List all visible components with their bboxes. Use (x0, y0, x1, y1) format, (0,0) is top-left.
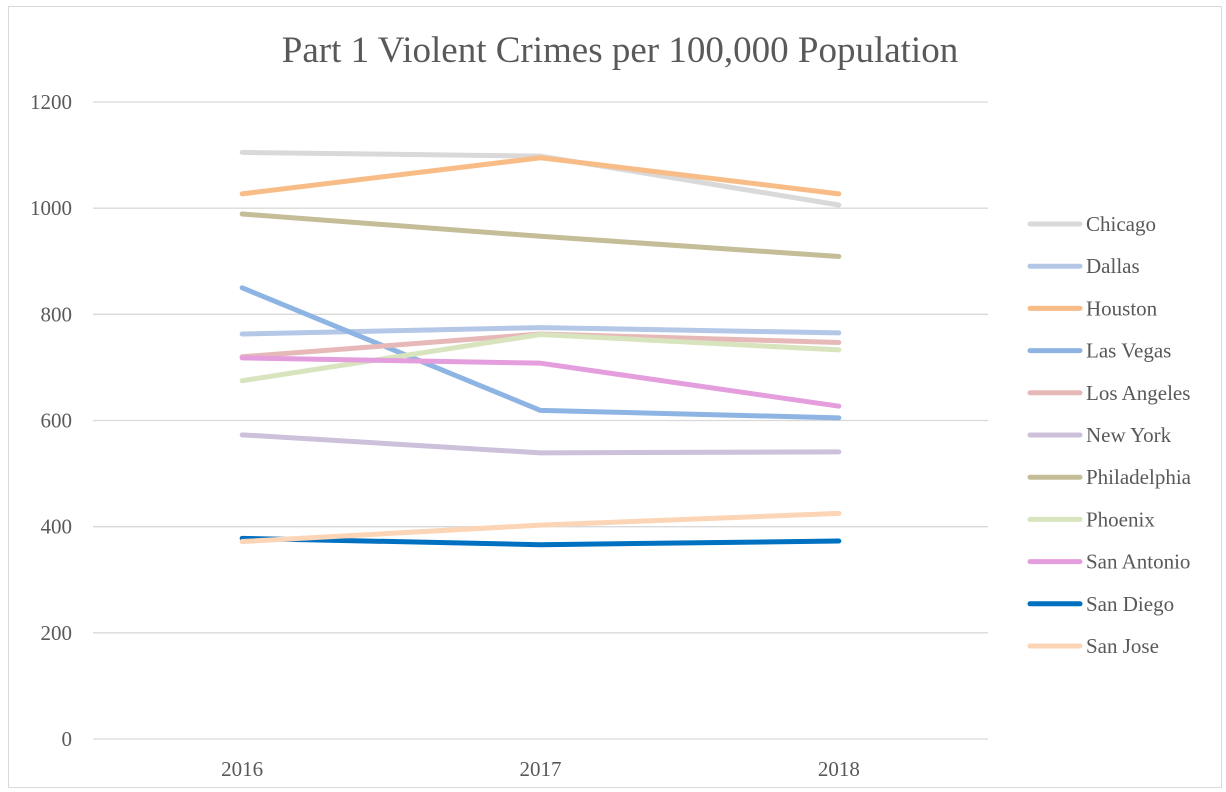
series-dallas (239, 325, 842, 337)
series-line (239, 535, 842, 548)
series-line (239, 149, 842, 208)
y-tick-label: 400 (41, 515, 73, 539)
legend-item: Las Vegas (1027, 339, 1171, 363)
legend-label: San Jose (1086, 634, 1159, 658)
series-san-diego (239, 535, 842, 548)
legend-item: San Antonio (1027, 550, 1190, 574)
series-line (239, 211, 842, 259)
legend-item: Dallas (1027, 254, 1140, 278)
series-philadelphia (239, 211, 842, 259)
legend-item: San Jose (1027, 634, 1159, 658)
series-phoenix (239, 332, 842, 384)
legend-item: Phoenix (1027, 507, 1155, 531)
legend-label: Las Vegas (1086, 339, 1171, 363)
series-line (239, 432, 842, 456)
x-tick-label: 2016 (221, 757, 263, 781)
legend-label: Chicago (1086, 212, 1156, 236)
legend-label: Los Angeles (1086, 381, 1190, 405)
legend-item: Los Angeles (1027, 381, 1190, 405)
series-lines (239, 149, 842, 548)
legend-label: Philadelphia (1086, 465, 1192, 489)
series-line (239, 510, 842, 545)
y-tick-label: 1000 (30, 196, 72, 220)
legend-item: Houston (1027, 296, 1158, 320)
series-san-jose (239, 510, 842, 545)
x-tick-label: 2018 (818, 757, 860, 781)
y-tick-label: 200 (41, 621, 73, 645)
legend-item: Chicago (1027, 212, 1156, 236)
series-new-york (239, 432, 842, 456)
x-axis-ticks: 2016 2017 2018 (221, 757, 860, 781)
series-line (239, 285, 842, 421)
x-tick-label: 2017 (520, 757, 562, 781)
legend-item: Philadelphia (1027, 465, 1192, 489)
y-tick-label: 1200 (30, 90, 72, 114)
legend-label: New York (1086, 423, 1172, 447)
y-tick-label: 0 (62, 727, 73, 751)
legend-label: Dallas (1086, 254, 1140, 278)
legend-label: San Antonio (1086, 550, 1190, 574)
legend-item: New York (1027, 423, 1172, 447)
gridlines (93, 101, 988, 740)
y-tick-label: 800 (41, 302, 73, 326)
legend-item: San Diego (1027, 592, 1174, 616)
series-las-vegas (239, 285, 842, 421)
chart-title: Part 1 Violent Crimes per 100,000 Popula… (282, 30, 958, 71)
series-houston (239, 155, 842, 197)
legend-label: San Diego (1086, 592, 1174, 616)
y-tick-label: 600 (41, 409, 73, 433)
chart-frame (8, 6, 1222, 788)
legend-label: Phoenix (1086, 507, 1155, 531)
series-san-antonio (239, 355, 842, 409)
legend-label: Houston (1086, 296, 1158, 320)
y-axis-ticks: 0 200 400 600 800 1000 1200 (30, 90, 72, 751)
legend: Chicago Dallas Houston Las Vegas Los Angeles… (1027, 212, 1192, 658)
